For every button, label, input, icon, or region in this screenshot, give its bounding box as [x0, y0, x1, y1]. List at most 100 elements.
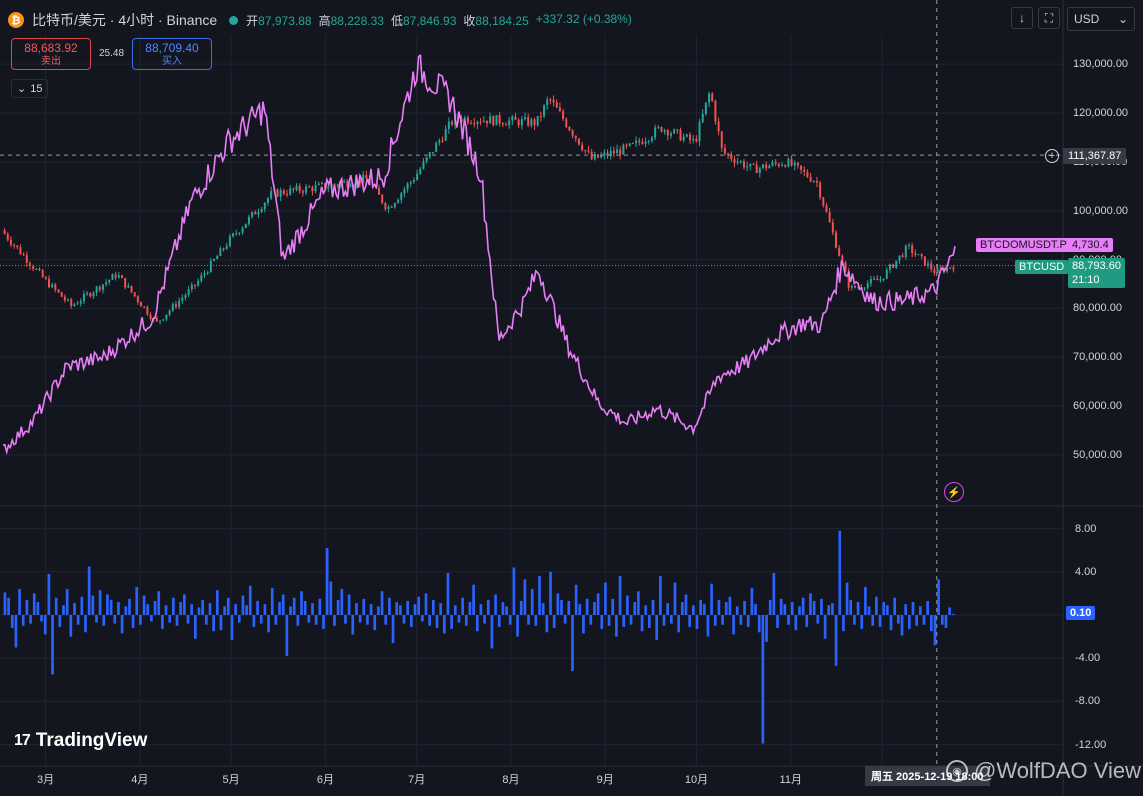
oscillator-bar: [230, 615, 234, 640]
btc-candle-body: [25, 255, 28, 263]
oscillator-bar: [527, 615, 530, 625]
sell-button[interactable]: 88,683.92 卖出: [11, 38, 91, 70]
btc-candle-body: [203, 273, 206, 276]
btc-candle-body: [562, 111, 565, 120]
oscillator-bar: [494, 594, 497, 615]
btc-candle-body: [431, 152, 434, 154]
btc-candle-body: [67, 299, 70, 301]
btc-candle-body: [520, 119, 523, 126]
btc-candle-body: [533, 119, 536, 126]
btc-candle-body: [907, 245, 910, 247]
btc-candle-body: [320, 182, 323, 184]
btc-candle-body: [866, 283, 869, 288]
buy-button[interactable]: 88,709.40 买入: [132, 38, 212, 70]
oscillator-bar: [424, 593, 428, 615]
tradingview-logo[interactable]: 17 TradingView: [14, 730, 147, 752]
oscillator-bar: [267, 615, 270, 633]
oscillator-bar: [245, 605, 248, 615]
oscillator-bar: [637, 591, 640, 615]
btc-candle-body: [657, 126, 660, 128]
oscillator-bar: [472, 584, 475, 615]
btc-candle-body: [752, 163, 755, 165]
download-button[interactable]: ↓: [1011, 7, 1033, 29]
add-alert-icon[interactable]: +: [1045, 149, 1059, 163]
btc-candle-body: [232, 233, 235, 237]
btc-candle-body: [927, 263, 930, 266]
btc-candle-body: [359, 179, 361, 184]
btc-candle-body: [730, 154, 733, 160]
btc-candle-body: [800, 165, 803, 170]
btc-candle-body: [155, 317, 158, 322]
btc-candle-body: [149, 314, 152, 320]
oscillator-bar: [878, 615, 882, 627]
btc-candle-body: [739, 161, 742, 163]
btc-candle-body: [571, 130, 574, 136]
oscillator-bar: [388, 597, 391, 615]
oscillator-bar: [204, 615, 208, 625]
btc-candle-body: [663, 130, 666, 132]
btc-candle-body: [857, 286, 860, 288]
oscillator-value-tag: 0.10: [1066, 606, 1096, 620]
crosshair-price-tag[interactable]: + 111,367.87: [1045, 146, 1127, 166]
btc-candle-body: [746, 166, 749, 168]
price-tick-label: 60,000.00: [1073, 400, 1122, 413]
btc-candle-body: [755, 164, 758, 173]
indicator-collapse-toggle[interactable]: ⌄ 15: [11, 79, 48, 98]
oscillator-bar: [142, 595, 146, 615]
btc-candle-body: [885, 269, 888, 279]
oscillator-bar: [259, 615, 263, 624]
btc-candle-body: [774, 162, 777, 164]
oscillator-bar: [300, 591, 303, 615]
btc-candle-body: [301, 191, 304, 193]
fullscreen-button[interactable]: ⛶: [1038, 7, 1060, 29]
btc-candle-body: [882, 278, 885, 280]
btc-bar-countdown: 21:10: [1072, 274, 1100, 286]
btc-candle-body: [143, 306, 146, 308]
oscillator-bar: [739, 615, 743, 625]
lightning-icon[interactable]: ⚡: [944, 482, 964, 502]
oscillator-bar: [574, 584, 578, 615]
btc-candle-body: [501, 123, 504, 125]
btc-series-value-tag: 88,793.60 21:10: [1068, 258, 1125, 288]
btc-candle-body: [622, 144, 625, 155]
btc-candle-body: [422, 161, 425, 169]
btc-candle-body: [844, 262, 847, 272]
btc-candle-body: [644, 141, 647, 144]
oscillator-bar: [571, 615, 574, 672]
oscillator-bar: [274, 615, 278, 625]
btc-candle-body: [803, 169, 806, 172]
oscillator-bar: [596, 593, 600, 615]
oscillator-bar: [212, 615, 215, 632]
oscillator-bar: [252, 615, 256, 627]
currency-select[interactable]: USD ⌄: [1067, 7, 1135, 31]
btc-candle-body: [470, 122, 473, 124]
oscillator-bar: [325, 548, 329, 615]
oscillator-bar: [76, 615, 80, 625]
btc-candle-body: [276, 189, 279, 197]
oscillator-bar: [688, 615, 691, 627]
oscillator-bar: [402, 615, 406, 624]
oscillator-bar: [827, 605, 831, 615]
oscillator-bar: [161, 615, 164, 630]
btc-candle-body: [489, 116, 492, 124]
btc-candle-body: [387, 206, 390, 210]
oscillator-bar: [197, 607, 201, 615]
oscillator-bar: [333, 615, 336, 626]
btc-candle-body: [841, 256, 844, 263]
oscillator-bar: [40, 615, 43, 622]
btc-candle-body: [590, 151, 593, 160]
btc-candle-body: [577, 138, 580, 145]
btc-candle-body: [698, 122, 701, 142]
oscillator-bar: [585, 598, 589, 615]
btc-candle-body: [428, 152, 431, 158]
btc-candle-body: [920, 254, 923, 257]
symbol-title[interactable]: 比特币/美元 · 4小时 · Binance: [32, 12, 218, 28]
btc-candle-body: [197, 280, 200, 286]
btc-candle-body: [679, 129, 682, 141]
oscillator-bar: [713, 615, 717, 626]
oscillator-bar: [25, 599, 29, 615]
oscillator-bar: [7, 597, 10, 615]
oscillator-bar: [270, 588, 274, 615]
oscillator-bar: [680, 602, 684, 615]
